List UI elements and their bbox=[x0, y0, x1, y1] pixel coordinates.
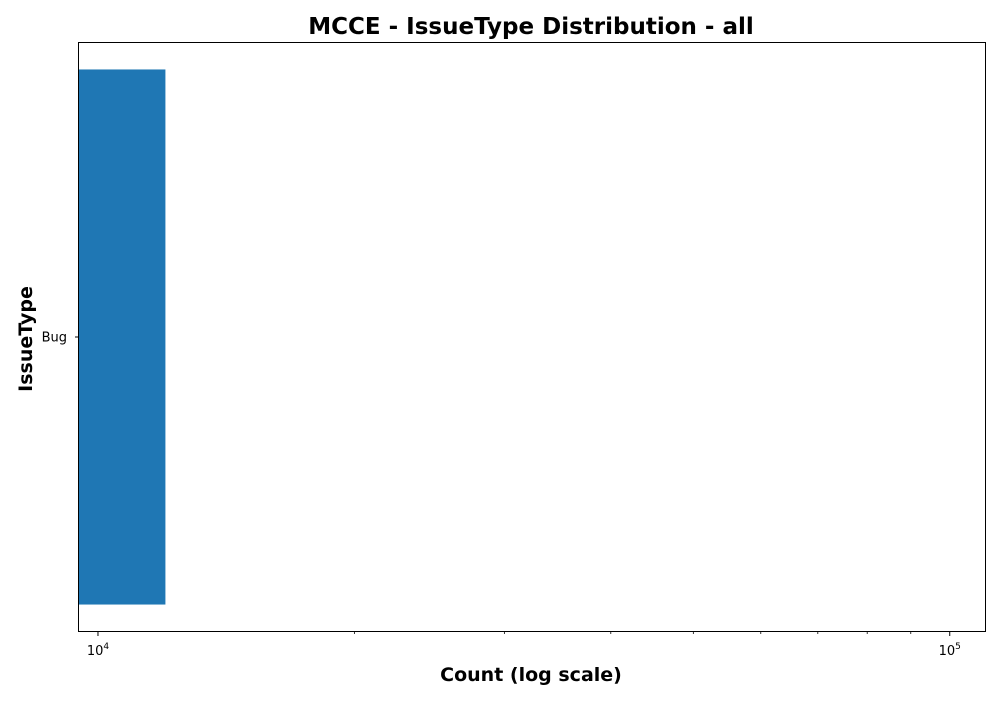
x-axis-ticks: 104 105 bbox=[87, 631, 961, 659]
y-tick-label: Bug bbox=[42, 331, 67, 346]
bar-bug bbox=[79, 69, 166, 605]
y-axis-ticks: Bug bbox=[42, 331, 79, 346]
chart-title: MCCE - IssueType Distribution - all bbox=[308, 14, 753, 40]
bars-layer bbox=[79, 69, 166, 605]
y-axis-label: IssueType bbox=[15, 286, 37, 392]
plot-frame bbox=[78, 42, 986, 632]
x-tick-label: 105 bbox=[939, 642, 961, 659]
x-tick-label: 104 bbox=[87, 642, 110, 659]
x-axis-label: Count (log scale) bbox=[440, 664, 622, 686]
